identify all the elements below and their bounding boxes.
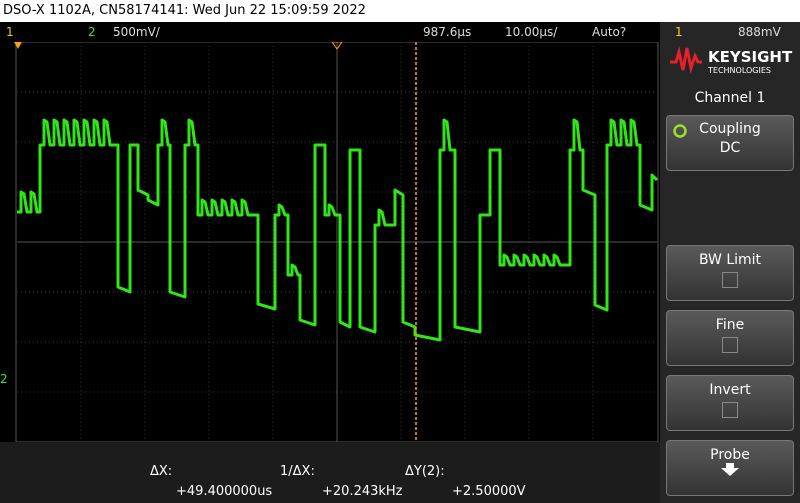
ch2-scale: 500mV/ <box>113 25 160 39</box>
probe-key[interactable]: Probe <box>666 440 794 496</box>
waveform <box>17 118 659 342</box>
trigger-source: 1 <box>675 25 683 39</box>
meas-value: +49.400000us <box>176 484 273 499</box>
meas-label: ΔX: <box>150 464 173 479</box>
fine-key[interactable]: Fine <box>666 310 794 366</box>
checkbox <box>722 337 738 353</box>
brand-logo <box>670 46 702 74</box>
key-label: Coupling <box>699 121 761 137</box>
title-bar: DSO-X 1102A, CN58174141: Wed Jun 22 15:0… <box>0 0 800 22</box>
trigger-level: 888mV <box>738 25 781 39</box>
status-bar: 1 2 500mV/ 987.6µs 10.00µs/ Auto? <box>0 22 660 42</box>
key-label: Invert <box>709 382 751 398</box>
delay: 987.6µs <box>423 25 472 39</box>
bw-limit-key[interactable]: BW Limit <box>666 245 794 301</box>
key-label: Fine <box>715 317 745 333</box>
meas-label: 1/ΔX: <box>280 464 315 479</box>
cycle-icon <box>673 124 687 138</box>
coupling-key[interactable]: Coupling DC <box>666 115 794 171</box>
ch1-indicator: 1 <box>6 25 14 39</box>
brand-sub: TECHNOLOGIES <box>708 66 771 75</box>
trigger-marker <box>331 42 343 50</box>
meas-label: ΔY(2): <box>405 464 445 479</box>
measurement-bar: ΔX: +49.400000us 1/ΔX: +20.243kHz ΔY(2):… <box>0 442 660 503</box>
key-label: Probe <box>710 447 750 463</box>
graticule: 2 <box>0 42 659 442</box>
key-value: DC <box>719 140 741 156</box>
key-label: BW Limit <box>698 252 762 268</box>
trigger-mode: Auto? <box>592 25 627 39</box>
menu-title: Channel 1 <box>694 90 766 106</box>
ground-marker: 2 <box>0 372 8 386</box>
delay-marker <box>14 42 22 49</box>
softkey-panel: KEYSIGHT TECHNOLOGIES Channel 1 Coupling… <box>660 22 800 503</box>
meas-value: +20.243kHz <box>322 484 403 499</box>
grid <box>17 42 657 442</box>
down-arrow <box>721 463 739 476</box>
invert-key[interactable]: Invert <box>666 375 794 431</box>
ch2-indicator: 2 <box>88 25 96 39</box>
brand-name: KEYSIGHT <box>708 48 793 66</box>
checkbox <box>722 402 738 418</box>
timebase: 10.00µs/ <box>505 25 558 39</box>
meas-value: +2.50000V <box>452 484 526 499</box>
checkbox <box>722 272 738 288</box>
